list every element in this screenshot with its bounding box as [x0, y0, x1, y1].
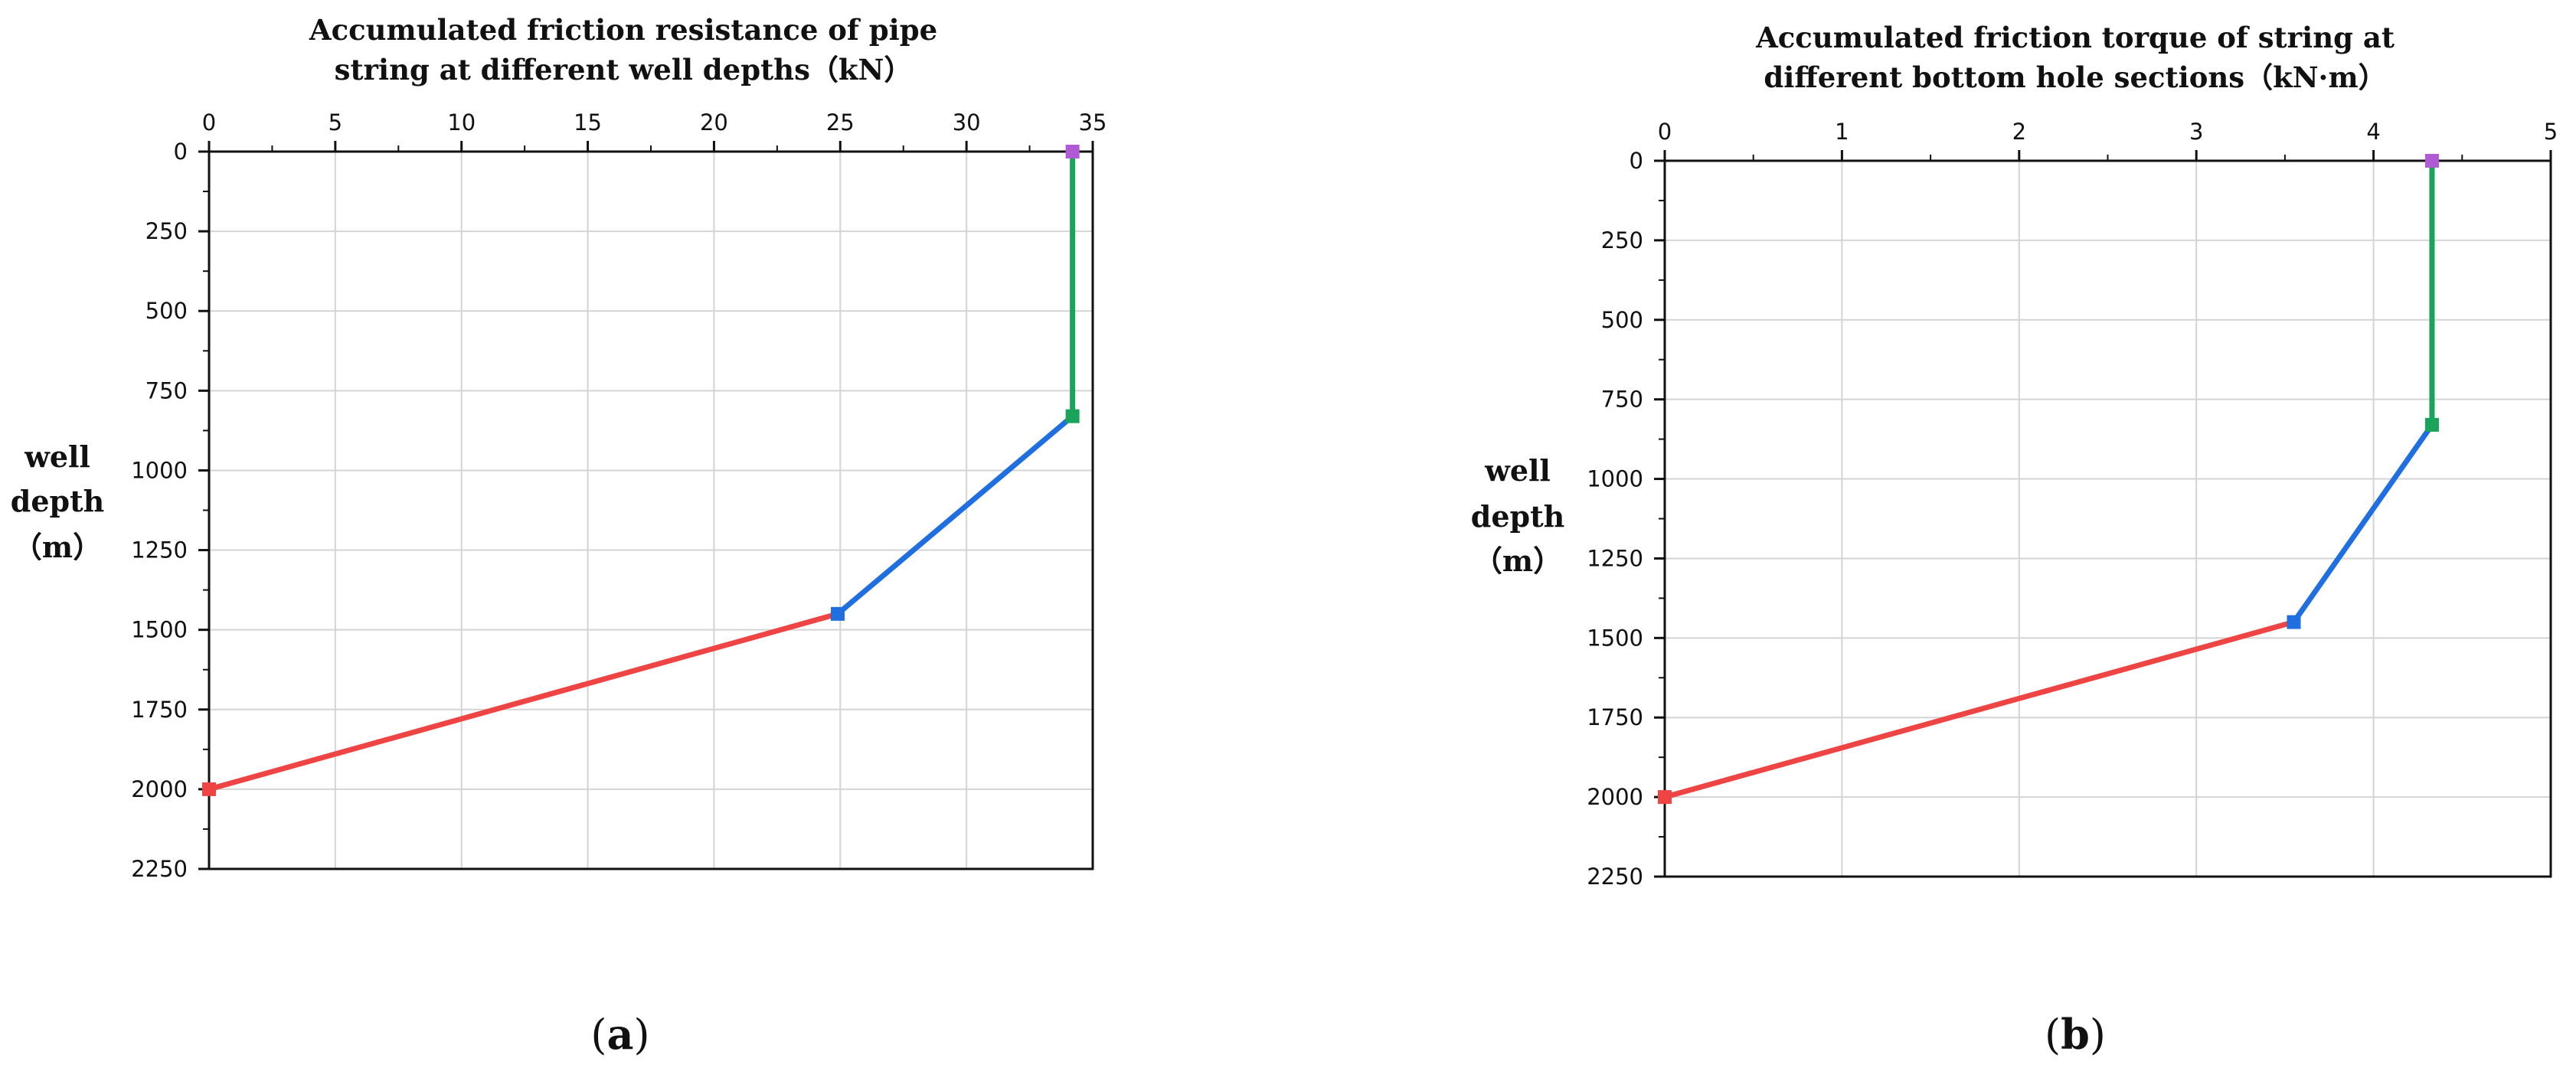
data-point-marker: [1065, 409, 1080, 423]
series-line: [835, 413, 1076, 617]
chart-panel-a: Accumulated friction resistance of pipe s…: [11, 13, 1107, 1059]
x-tick-label: 0: [202, 109, 216, 136]
data-point-marker: [2424, 154, 2439, 168]
y-tick-label: 1000: [1587, 466, 1643, 492]
y-tick-label: 1250: [131, 537, 188, 563]
y-axis-label-line: well: [24, 439, 90, 474]
x-tick-label: 30: [953, 109, 981, 136]
x-tick-label: 1: [1835, 119, 1849, 145]
y-axis-label-line: depth: [1471, 499, 1565, 534]
y-tick-label: 1250: [1587, 545, 1643, 571]
x-tick-label: 2: [2012, 119, 2026, 145]
y-axis-label-line: well: [1484, 453, 1551, 488]
x-tick-label: 5: [2544, 119, 2558, 145]
data-point-marker: [1065, 145, 1080, 158]
y-tick-label: 750: [1601, 387, 1643, 413]
panel-label: (b): [2045, 1010, 2106, 1059]
series-line: [206, 611, 841, 792]
x-tick-label: 5: [329, 109, 342, 136]
x-tick-label: 15: [574, 109, 602, 136]
chart-b-svg: Accumulated friction torque of string at…: [1471, 21, 2558, 1059]
x-tick-label: 4: [2366, 119, 2380, 145]
y-axis-label-line: （m）: [13, 530, 102, 564]
x-tick-label: 35: [1079, 109, 1107, 136]
y-tick-label: 2250: [131, 856, 188, 882]
y-tick-label: 0: [174, 139, 188, 165]
chart-title-line: Accumulated friction resistance of pipe: [309, 13, 937, 47]
y-tick-label: 1750: [1587, 704, 1643, 730]
y-tick-label: 2000: [131, 776, 188, 802]
y-tick-label: 1750: [131, 697, 188, 723]
y-axis-label-line: （m）: [1473, 544, 1562, 578]
series-line: [2290, 422, 2435, 625]
y-tick-label: 2250: [1587, 864, 1643, 890]
data-point-marker: [2287, 615, 2301, 629]
y-tick-label: 500: [145, 298, 188, 324]
data-point-marker: [202, 782, 216, 796]
chart-title-line: Accumulated friction torque of string at: [1755, 21, 2395, 54]
data-point-marker: [2424, 417, 2439, 432]
data-point-marker: [1658, 790, 1672, 805]
y-tick-label: 500: [1601, 307, 1643, 333]
chart-title-line: string at different well depths（kN）: [335, 53, 913, 87]
data-point-marker: [830, 606, 845, 621]
y-tick-label: 0: [1630, 148, 1643, 174]
chart-title-line: different bottom hole sections（kN·m）: [1764, 60, 2386, 94]
chart-panel-b: Accumulated friction torque of string at…: [1288, 0, 2576, 1081]
y-tick-label: 250: [1601, 227, 1643, 253]
y-tick-label: 1000: [131, 457, 188, 483]
x-tick-label: 10: [447, 109, 476, 136]
series-line: [1662, 619, 2296, 800]
chart-a-svg: Accumulated friction resistance of pipe s…: [11, 13, 1107, 1059]
plot-frame: [1663, 159, 2552, 878]
x-tick-label: 0: [1658, 119, 1672, 145]
y-tick-label: 750: [145, 377, 188, 403]
x-tick-label: 3: [2189, 119, 2203, 145]
y-tick-label: 1500: [1587, 625, 1643, 651]
y-tick-label: 250: [145, 218, 188, 244]
panel-label: (a): [590, 1010, 649, 1059]
x-tick-label: 20: [700, 109, 728, 136]
x-tick-label: 25: [826, 109, 855, 136]
y-tick-label: 1500: [131, 617, 188, 643]
y-axis-label-line: depth: [11, 484, 105, 518]
y-tick-label: 2000: [1587, 784, 1643, 810]
